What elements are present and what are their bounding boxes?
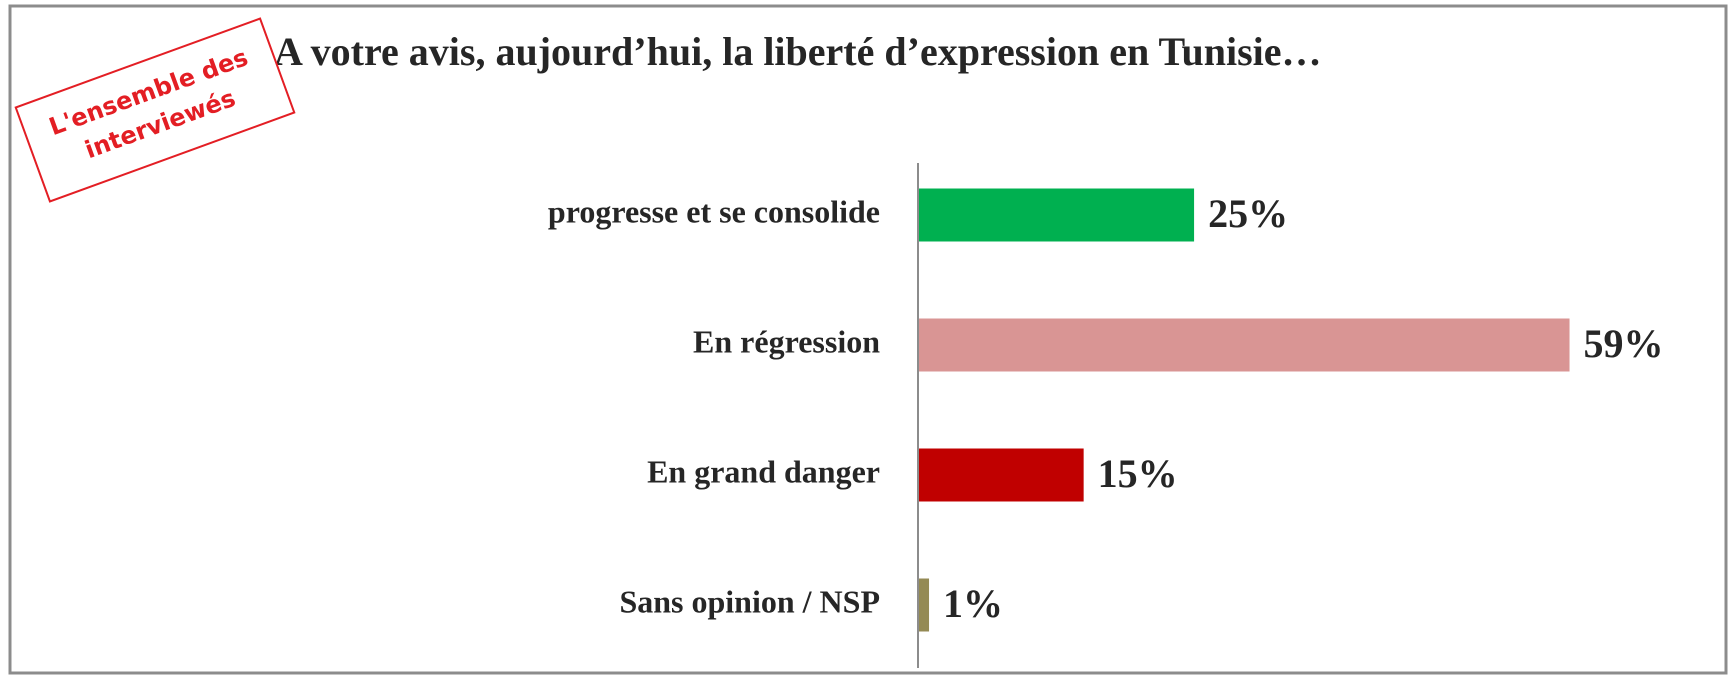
stamp-box (14, 17, 296, 203)
bar (918, 448, 1084, 502)
bar (918, 318, 1570, 372)
value-label: 15% (1098, 451, 1178, 496)
category-label: En grand danger (647, 453, 880, 489)
category-label: Sans opinion / NSP (619, 583, 880, 619)
value-label: 59% (1584, 321, 1664, 366)
category-label: En régression (693, 323, 880, 359)
bar (918, 188, 1195, 242)
bar (918, 578, 930, 632)
value-label: 1% (943, 581, 1003, 626)
chart-title: A votre avis, aujourd’hui, la liberté d’… (274, 29, 1322, 74)
category-label: progresse et se consolide (548, 193, 880, 229)
value-label: 25% (1208, 191, 1288, 236)
